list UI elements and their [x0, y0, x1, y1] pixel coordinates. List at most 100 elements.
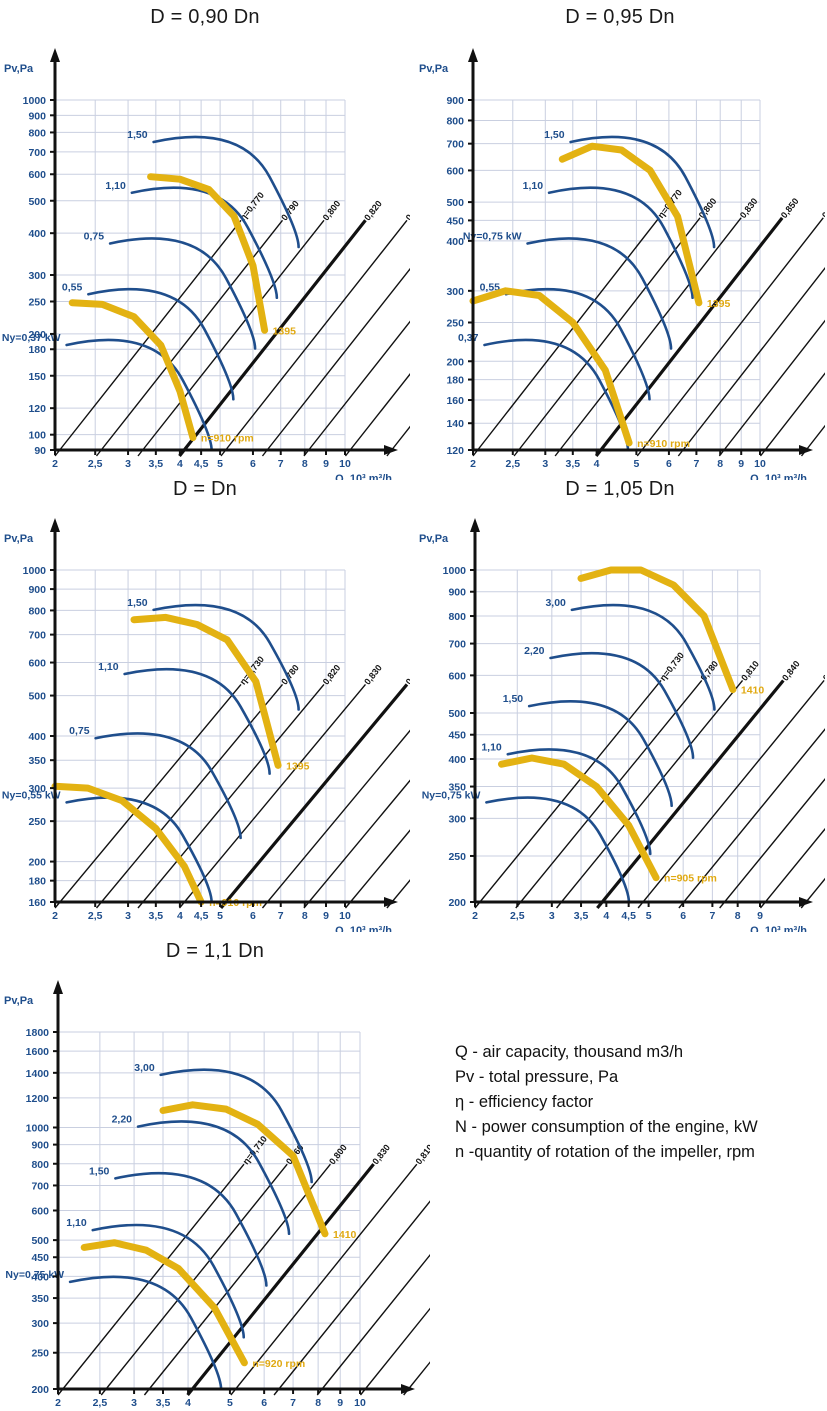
- y-tick-label: 180: [28, 344, 46, 356]
- x-tick-label: 2,5: [505, 458, 520, 470]
- chart-svg-chart-d090: η=0,7700,7900,8000,8200,7800,7200,6900,6…: [2, 48, 591, 485]
- efficiency-label: 0,830: [362, 663, 384, 687]
- x-tick-label: 6: [250, 458, 256, 470]
- x-tick-label: 6: [680, 910, 686, 922]
- efficiency-label: 0,800: [327, 1142, 349, 1166]
- y-tick-label: 200: [446, 356, 464, 368]
- power-label: Ny=0,55 kW: [2, 789, 61, 801]
- power-label: 1,50: [127, 597, 148, 609]
- speed-label: n=910 rpm: [201, 433, 254, 445]
- x-tick-label: 5: [227, 1397, 233, 1409]
- x-tick-label: 6: [261, 1397, 267, 1409]
- x-tick-label: 9: [323, 910, 329, 922]
- y-tick-label: 900: [446, 95, 464, 107]
- x-tick-label: 3: [542, 458, 548, 470]
- x-tick-label: 3,5: [574, 910, 589, 922]
- x-tick-label: 6: [666, 458, 672, 470]
- x-tick-label: 5: [217, 910, 223, 922]
- x-tick-label: 9: [323, 458, 329, 470]
- efficiency-rays: η=0,7700,8000,8300,8500,8300,8000,7500,7…: [472, 188, 827, 457]
- efficiency-label: 0,850: [779, 196, 801, 220]
- x-tick-label: 4,5: [194, 458, 209, 470]
- power-label: 1,50: [503, 693, 524, 705]
- y-tick-label: 800: [31, 1159, 49, 1171]
- y-tick-label: 800: [28, 605, 46, 617]
- y-tick-label: 1400: [26, 1068, 50, 1080]
- tick-labels: 1000 900 800 700 600 500 400 350 300 250 200 180 160…: [23, 565, 351, 922]
- x-tick-label: 8: [735, 910, 741, 922]
- chart-svg-chart-d105: η=0,7300,7800,8100,8400,8100,7800,7500,7…: [419, 518, 827, 937]
- y-axis-title: Pv,Pa: [4, 995, 34, 1007]
- y-tick-label: 700: [446, 139, 464, 151]
- speed-label: n=905 rpm: [664, 873, 717, 885]
- x-tick-label: 7: [709, 910, 715, 922]
- efficiency-label: 0,820: [321, 663, 343, 687]
- y-tick-label: 250: [28, 297, 46, 309]
- chart-panel-d110: D = 1,1 Dn η=0,7100,7600,8000,8300,8100,…: [0, 940, 608, 1410]
- power-label: 1,50: [89, 1165, 110, 1177]
- power-arcs: Ny=0,75 kW 1,10 1,50 2,20 3,00: [5, 1062, 313, 1391]
- x-tick-label: 9: [337, 1397, 343, 1409]
- speed-curves: n=910 rpm 1395: [68, 173, 297, 445]
- x-tick-label: 5: [646, 910, 652, 922]
- axes: [50, 48, 398, 455]
- speed-label: 1395: [273, 325, 297, 337]
- power-label: Ny=0,37 kW: [2, 332, 61, 344]
- power-label: 0,55: [480, 281, 501, 293]
- chart-title-d110: D = 1,1 Dn: [165, 940, 265, 962]
- efficiency-label: η=0,710: [241, 1134, 269, 1166]
- power-label: 1,10: [105, 180, 126, 192]
- y-tick-label: 350: [28, 755, 46, 767]
- chart-panel-d090: D = 0,90 Dn η=0,7700,7900,8000,8200,7800…: [0, 6, 591, 485]
- y-tick-label: 500: [31, 1235, 49, 1247]
- x-tick-label: 2: [55, 1397, 61, 1409]
- speed-curves: n=905 rpm 1410: [498, 566, 764, 885]
- legend-nomenclature: Q - air capacity, thousand m3/h Pv - tot…: [455, 1040, 825, 1165]
- y-tick-label: 700: [28, 630, 46, 642]
- legend-line-n-rpm: n -quantity of rotation of the impeller,…: [455, 1143, 755, 1161]
- grid-lines: [54, 569, 346, 903]
- grid-lines: [474, 569, 761, 903]
- chart-svg-chart-ddn: η=0,7300,7800,8200,8300,8500,8300,8100,7…: [2, 518, 591, 937]
- y-tick-label: 300: [448, 813, 466, 825]
- y-tick-label: 450: [446, 215, 464, 227]
- x-tick-label: 2,5: [88, 910, 103, 922]
- x-tick-label: 8: [717, 458, 723, 470]
- efficiency-label: η=0,730: [658, 650, 686, 682]
- speed-curve: [147, 173, 269, 334]
- power-label: 1,10: [481, 741, 502, 753]
- y-tick-label: 350: [31, 1293, 49, 1305]
- x-tick-label: 4: [185, 1397, 191, 1409]
- y-tick-label: 1000: [26, 1123, 50, 1135]
- efficiency-label: 0,830: [370, 1142, 392, 1166]
- y-tick-label: 90: [34, 445, 46, 457]
- y-tick-label: 700: [31, 1180, 49, 1192]
- y-tick-label: 900: [28, 110, 46, 122]
- y-tick-label: 800: [448, 611, 466, 623]
- tick-labels: 900 800 700 600 500 450 400 300 250 200 180 160 140 1…: [446, 95, 766, 470]
- y-tick-label: 200: [28, 329, 46, 341]
- x-tick-label: 2,5: [88, 458, 103, 470]
- chart-graphic-ddn: η=0,7300,7800,8200,8300,8500,8300,8100,7…: [0, 512, 591, 937]
- power-arcs: Ny=0,37 kW 0,55 0,75 1,10 1,50: [2, 129, 300, 452]
- y-tick-label: 180: [28, 876, 46, 888]
- y-tick-label: 600: [28, 658, 46, 670]
- speed-curve: [558, 142, 703, 307]
- y-axis-title: Pv,Pa: [419, 533, 449, 545]
- x-tick-label: 2,5: [510, 910, 525, 922]
- power-label: 0,75: [84, 231, 105, 243]
- x-tick-label: 8: [315, 1397, 321, 1409]
- x-tick-label: 3,5: [156, 1397, 171, 1409]
- y-tick-label: 200: [448, 897, 466, 909]
- efficiency-rays: η=0,7300,7800,8200,8300,8500,8300,8100,7…: [54, 654, 591, 910]
- speed-curve: [469, 287, 633, 447]
- x-axis-title: Q, 10³ m³/h: [335, 925, 392, 932]
- axes: [53, 980, 415, 1394]
- chart-title-ddn: D = Dn: [172, 478, 237, 500]
- speed-curve: [68, 299, 197, 442]
- y-tick-label: 300: [31, 1318, 49, 1330]
- speed-label: n=910 rpm: [637, 438, 690, 450]
- y-tick-label: 1000: [23, 565, 47, 577]
- axes: [470, 518, 813, 907]
- x-tick-label: 10: [339, 910, 351, 922]
